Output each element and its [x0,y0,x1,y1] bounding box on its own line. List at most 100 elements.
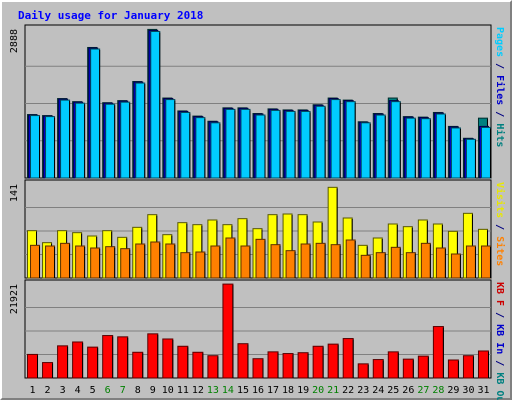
bar-pages-day-17 [270,109,281,179]
bar-sites-day-1 [30,244,41,279]
bar-kb-f-day-15 [237,343,249,379]
bar-pages-day-28 [435,113,446,179]
bar-kb-f-day-9 [147,333,159,379]
bar-pages-day-31 [480,126,491,179]
bar-pages-day-18 [285,110,296,179]
x-tick-label: 11 [177,385,189,396]
bar-sites-day-9 [150,241,161,279]
panel-top-ymax-label: 2888 [9,29,20,53]
x-tick-label: 5 [90,385,96,396]
bar-kb-f-day-17 [267,351,279,379]
legend-entry: / [494,57,505,75]
x-tick-label: 26 [402,385,414,396]
bar-pages-day-13 [210,122,221,179]
bar-pages-day-4 [75,102,86,179]
bar-kb-f-day-31 [477,350,489,379]
bar-sites-day-2 [45,245,56,279]
bar-pages-day-9 [150,30,161,179]
panel-bottom: 21921 KB F / KB In / KB Out [9,279,505,400]
panel-bottom-ymax-label: 21921 [9,284,20,314]
x-tick-label: 2 [45,385,51,396]
x-tick-label: 17 [267,385,279,396]
bar-sites-day-21 [330,244,341,279]
bar-sites-day-27 [420,242,431,279]
bar-pages-day-29 [450,127,461,179]
x-tick-label: 27 [417,385,429,396]
legend-entry: KB Out [494,372,505,400]
bar-sites-day-11 [180,252,191,279]
panel-bottom-legend: KB F / KB In / KB Out [494,282,505,400]
bar-sites-day-23 [360,254,371,279]
bar-pages-day-11 [180,111,191,179]
panel-middle-legend: Visits / Sites [494,182,506,266]
bar-pages-day-25 [390,101,401,179]
bar-kb-f-day-6 [102,335,114,379]
x-tick-label: 24 [372,385,384,396]
legend-entry: Visits [494,182,506,218]
bar-kb-f-day-14 [222,283,234,379]
legend-entry: KB In [494,324,505,354]
bar-pages-day-24 [375,114,386,179]
bar-pages-day-8 [135,82,146,179]
bar-kb-f-day-21 [327,343,339,379]
x-tick-label: 23 [357,385,369,396]
bar-pages-day-19 [300,110,311,179]
bar-kb-f-day-28 [432,326,444,379]
x-tick-label: 14 [222,385,234,396]
x-tick-label: 12 [192,385,204,396]
bar-pages-day-2 [45,116,56,179]
bar-kb-f-day-24 [372,359,384,379]
bar-kb-f-day-26 [402,358,414,379]
bar-kb-f-day-8 [132,351,144,379]
bar-kb-f-day-20 [312,345,324,379]
bar-kb-f-day-29 [447,359,459,379]
x-tick-label: 29 [447,385,459,396]
bar-pages-day-20 [315,105,326,179]
bar-sites-day-15 [240,245,251,279]
bar-pages-day-23 [360,122,371,179]
bar-kb-f-day-12 [192,351,204,379]
legend-entry: KB F [494,282,505,306]
bar-kb-f-day-5 [87,346,99,379]
x-tick-label: 1 [30,385,36,396]
bar-sites-day-16 [255,238,266,279]
x-tick-label: 30 [462,385,474,396]
x-tick-label: 28 [432,385,444,396]
bar-kb-f-day-1 [27,353,39,379]
bar-sites-day-14 [225,237,236,279]
chart-title: Daily usage for January 2018 [18,9,203,22]
x-tick-label: 3 [60,385,66,396]
legend-entry: Pages [494,27,505,57]
bar-sites-day-22 [345,239,356,279]
bar-sites-day-6 [105,246,116,279]
bar-sites-day-18 [285,250,296,279]
bar-pages-day-12 [195,117,206,179]
bar-kb-f-day-16 [252,358,264,379]
bar-sites-day-12 [195,251,206,279]
bar-sites-day-8 [135,243,146,279]
legend-entry: Hits [494,123,506,147]
x-tick-label: 9 [150,385,156,396]
bar-sites-day-19 [300,243,311,279]
bar-pages-day-16 [255,114,266,179]
bar-pages-day-5 [90,48,101,179]
bar-sites-day-17 [270,244,281,279]
bar-sites-day-10 [165,243,176,279]
bar-kb-f-day-7 [117,336,129,379]
bar-pages-day-14 [225,108,236,179]
bar-sites-day-24 [375,252,386,279]
legend-entry: / [494,354,505,372]
bar-kb-f-day-11 [177,345,189,379]
bar-pages-day-3 [60,99,71,179]
bar-sites-day-31 [480,245,491,279]
bar-sites-day-13 [210,245,221,279]
bar-kb-f-day-10 [162,338,174,379]
bar-kb-f-day-2 [42,362,54,379]
bar-sites-day-5 [90,247,101,279]
bar-pages-day-27 [420,118,431,179]
bar-pages-day-7 [120,101,131,179]
legend-entry: / [494,218,505,236]
bar-kb-f-day-22 [342,338,354,379]
x-tick-label: 16 [252,385,264,396]
